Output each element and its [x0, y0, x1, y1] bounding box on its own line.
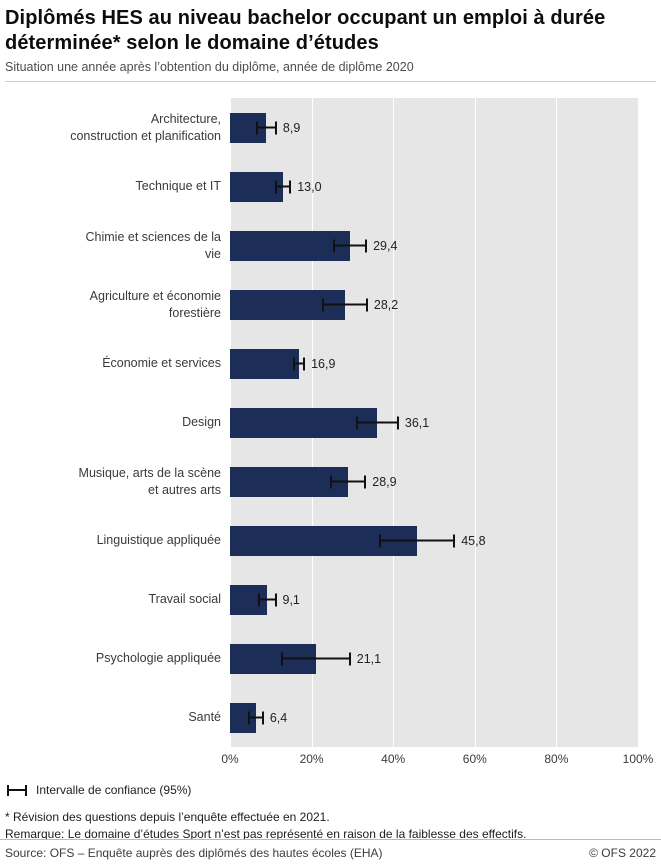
x-tick-label: 0%: [221, 752, 239, 766]
bar-rows: 8,9 13,0 29,4 28,2 16,9 36,1 28,9 45,8 9,1 21,1 6,…: [230, 98, 638, 747]
category-label: Linguistique appliquée: [96, 533, 221, 548]
x-tick-label: 40%: [381, 752, 406, 766]
value-label: 6,4: [269, 710, 288, 725]
category-label: Économie et services: [102, 356, 221, 371]
category-label: Travail social: [148, 592, 221, 607]
confidence-interval: [332, 239, 368, 252]
legend-label: Intervalle de confiance (95%): [36, 783, 192, 797]
category-label: Santé: [188, 710, 221, 725]
x-axis-row: 0% 20% 40% 60% 80% 100%: [5, 747, 653, 769]
x-axis: 0% 20% 40% 60% 80% 100%: [221, 747, 653, 769]
x-tick-label: 60%: [462, 752, 487, 766]
confidence-interval-icon: [7, 784, 27, 796]
confidence-interval: [355, 416, 399, 429]
x-tick-label: 100%: [622, 752, 654, 766]
chart-title: Diplômés HES au niveau bachelor occupant…: [5, 7, 606, 54]
bar-row: 13,0: [230, 157, 638, 216]
bar-row: 16,9: [230, 334, 638, 393]
confidence-interval: [274, 180, 292, 193]
gridline: [474, 98, 476, 747]
chart-body: Architecture, construction et planificat…: [5, 98, 639, 747]
chart-subtitle: Situation une année après l’obtention du…: [5, 60, 414, 74]
axis-spacer: [5, 747, 230, 769]
value-label: 29,4: [373, 238, 398, 253]
footnote-remark: Remarque: Le domaine d’études Sport n’es…: [5, 827, 527, 842]
category-labels-column: Architecture, construction et planificat…: [5, 98, 230, 747]
value-label: 8,9: [282, 120, 301, 135]
category-label: Agriculture et économie forestière: [89, 288, 221, 320]
value-label: 45,8: [461, 533, 486, 548]
bar: [230, 230, 350, 261]
confidence-interval: [329, 475, 367, 488]
x-tick-label: 20%: [299, 752, 324, 766]
category-label: Musique, arts de la scène et autres arts: [78, 465, 221, 497]
bar: [230, 466, 348, 497]
value-label: 28,2: [373, 297, 399, 312]
bar-chart: Architecture, construction et planificat…: [5, 98, 653, 769]
plot-area: 8,9 13,0 29,4 28,2 16,9 36,1 28,9 45,8 9,1 21,1 6,…: [230, 98, 639, 747]
page-footer: Source: OFS – Enquête auprès des diplômé…: [0, 839, 661, 868]
bar: [230, 348, 299, 379]
bar-row: 6,4: [230, 688, 638, 747]
x-tick-label: 80%: [544, 752, 569, 766]
confidence-interval: [378, 534, 456, 547]
bar-row: 29,4: [230, 216, 638, 275]
gridline: [556, 98, 558, 747]
bar-row: 8,9: [230, 98, 638, 157]
bar-row: 45,8: [230, 511, 638, 570]
category-label: Design: [182, 415, 221, 430]
gridline: [638, 98, 639, 747]
value-label: 36,1: [404, 415, 430, 430]
chart-header: Diplômés HES au niveau bachelor occupant…: [5, 6, 656, 82]
bar-row: 36,1: [230, 393, 638, 452]
source-text: Source: OFS – Enquête auprès des diplômé…: [5, 846, 383, 860]
category-label: Technique et IT: [135, 179, 221, 194]
confidence-interval: [292, 357, 306, 370]
bar-row: 9,1: [230, 570, 638, 629]
confidence-interval: [322, 298, 368, 311]
confidence-interval: [255, 121, 277, 134]
footnotes: * Révision des questions depuis l’enquêt…: [5, 809, 656, 844]
bar-row: 28,9: [230, 452, 638, 511]
value-label: 21,1: [356, 651, 382, 666]
bar: [230, 407, 378, 438]
copyright-text: © OFS 2022: [589, 846, 656, 860]
value-label: 16,9: [311, 356, 336, 371]
value-label: 9,1: [282, 592, 300, 607]
bar-row: 28,2: [230, 275, 638, 334]
category-label: Chimie et sciences de la vie: [85, 229, 221, 261]
bar-row: 21,1: [230, 629, 638, 688]
category-label: Psychologie appliquée: [95, 651, 221, 666]
legend: Intervalle de confiance (95%): [7, 783, 656, 797]
confidence-interval: [248, 711, 264, 724]
confidence-interval: [257, 593, 277, 606]
bar: [230, 171, 284, 202]
value-label: 28,9: [372, 474, 397, 489]
category-label: Architecture, construction et planificat…: [70, 111, 221, 143]
footnote-revision: * Révision des questions depuis l’enquêt…: [5, 810, 330, 824]
confidence-interval: [281, 652, 351, 665]
value-label: 13,0: [297, 179, 322, 194]
